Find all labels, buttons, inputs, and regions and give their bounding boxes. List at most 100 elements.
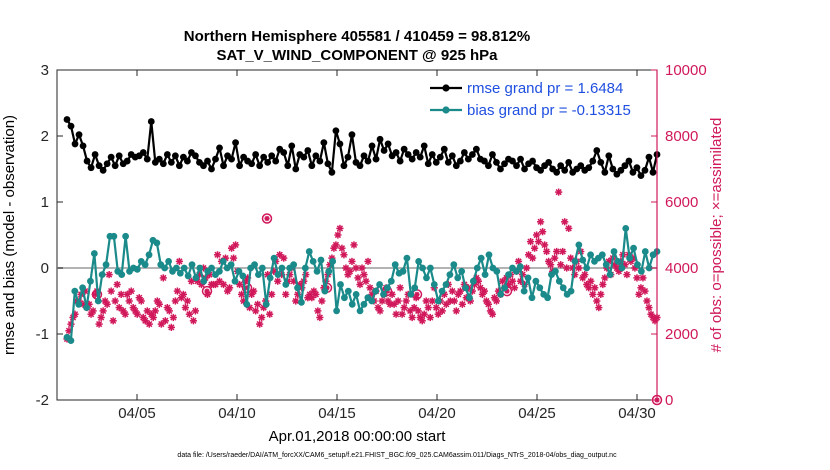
y-left-tick-label: -2 bbox=[36, 392, 49, 409]
obs-count-marker bbox=[155, 300, 163, 308]
rmse-point bbox=[501, 160, 508, 168]
rmse-point bbox=[312, 152, 320, 160]
plot-frame bbox=[56, 69, 658, 401]
rmse-point bbox=[400, 145, 408, 153]
bias-point bbox=[403, 254, 411, 262]
y-left-tick-label: 0 bbox=[41, 260, 49, 277]
y-axis-right-label: # of obs: o=possible; ×=assimilated bbox=[708, 118, 725, 353]
rmse-point bbox=[260, 153, 268, 161]
obs-count-marker bbox=[219, 280, 228, 289]
rmse-point bbox=[641, 166, 649, 174]
bias-point bbox=[376, 281, 383, 288]
bias-point bbox=[258, 264, 266, 272]
rmse-point bbox=[637, 172, 645, 180]
rmse-point bbox=[404, 151, 412, 158]
obs-count-marker bbox=[109, 317, 117, 325]
rmse-point bbox=[380, 147, 388, 154]
bias-point bbox=[356, 307, 364, 315]
obs-count-marker bbox=[458, 300, 466, 308]
obs-count-marker bbox=[420, 310, 428, 318]
bias-point bbox=[505, 271, 512, 278]
obs-count-marker bbox=[528, 254, 537, 262]
obs-count-marker bbox=[103, 300, 111, 308]
obs-count-marker bbox=[125, 297, 133, 305]
rmse-point bbox=[328, 168, 336, 176]
chart-title-line1: Northern Hemisphere 405581 / 410459 = 98… bbox=[184, 28, 530, 45]
bias-point bbox=[426, 264, 434, 272]
bias-point bbox=[473, 264, 481, 272]
y-axis-right: 0 2000 4000 6000 8000 10000 bbox=[651, 62, 707, 409]
rmse-point bbox=[440, 145, 448, 153]
rmse-point bbox=[408, 155, 416, 163]
obs-count-marker bbox=[231, 241, 240, 249]
obs-count-marker bbox=[532, 231, 541, 239]
obs-count-marker bbox=[448, 287, 456, 295]
obs-count-marker bbox=[639, 274, 647, 282]
obs-count-marker bbox=[534, 238, 543, 246]
rmse-point bbox=[155, 155, 163, 163]
rmse-point bbox=[292, 165, 300, 173]
rmse-point bbox=[485, 162, 492, 170]
obs-count-marker bbox=[376, 307, 384, 315]
bias-point bbox=[344, 287, 352, 295]
obs-count-marker bbox=[601, 274, 609, 282]
obs-count-marker bbox=[599, 280, 607, 289]
obs-count-marker bbox=[561, 218, 569, 226]
obs-count-marker bbox=[171, 297, 179, 305]
bias-point bbox=[372, 287, 380, 295]
bias-point bbox=[294, 284, 301, 292]
bias-point bbox=[645, 264, 653, 272]
bias-point bbox=[415, 258, 423, 265]
bias-point bbox=[305, 248, 313, 255]
rmse-point bbox=[376, 135, 384, 143]
bias-point bbox=[133, 265, 141, 273]
bias-point bbox=[532, 277, 540, 285]
obs-count-marker bbox=[422, 297, 430, 305]
bias-point bbox=[270, 254, 278, 262]
obs-count-marker bbox=[352, 264, 360, 272]
rmse-point bbox=[605, 152, 613, 160]
obs-count-marker bbox=[450, 297, 458, 305]
obs-count-marker bbox=[338, 244, 346, 252]
obs-count-marker bbox=[595, 304, 603, 312]
obs-count-marker bbox=[597, 290, 605, 298]
rmse-point bbox=[87, 164, 95, 172]
obs-count-marker bbox=[167, 323, 175, 331]
rmse-point bbox=[216, 144, 223, 152]
rmse-point bbox=[444, 159, 452, 166]
bias-point bbox=[423, 274, 430, 282]
bias-point bbox=[196, 264, 204, 272]
obs-count-marker bbox=[579, 274, 587, 282]
y-right-tick-label: 10000 bbox=[665, 62, 707, 79]
rmse-point bbox=[147, 118, 155, 125]
bias-point bbox=[536, 284, 544, 292]
bias-point bbox=[188, 261, 196, 269]
obs-count-marker bbox=[165, 307, 173, 315]
obs-count-marker bbox=[173, 287, 181, 295]
bias-point bbox=[352, 291, 360, 298]
obs-count-marker bbox=[175, 257, 183, 265]
bias-point bbox=[309, 258, 317, 265]
obs-count-marker bbox=[378, 297, 386, 305]
rmse-point bbox=[585, 164, 593, 172]
rmse-point bbox=[95, 162, 103, 170]
obs-special-marker-cross bbox=[204, 288, 210, 294]
bias-point bbox=[79, 284, 87, 292]
obs-count-marker bbox=[426, 313, 434, 322]
x-tick-label: 04/30 bbox=[618, 405, 656, 422]
bias-point bbox=[380, 291, 387, 298]
obs-count-marker bbox=[354, 274, 362, 282]
obs-special-marker bbox=[261, 213, 273, 224]
obs-count-marker bbox=[314, 307, 322, 315]
rmse-point bbox=[304, 147, 312, 154]
obs-count-marker bbox=[332, 241, 340, 249]
bias-point bbox=[512, 267, 520, 275]
bias-point bbox=[383, 284, 391, 292]
bias-point bbox=[200, 277, 208, 285]
bias-point bbox=[583, 264, 591, 272]
rmse-point bbox=[192, 152, 199, 160]
rmse-point bbox=[344, 153, 352, 161]
obs-count-marker bbox=[183, 297, 192, 305]
rmse-point bbox=[601, 168, 609, 176]
bias-point bbox=[528, 294, 536, 302]
